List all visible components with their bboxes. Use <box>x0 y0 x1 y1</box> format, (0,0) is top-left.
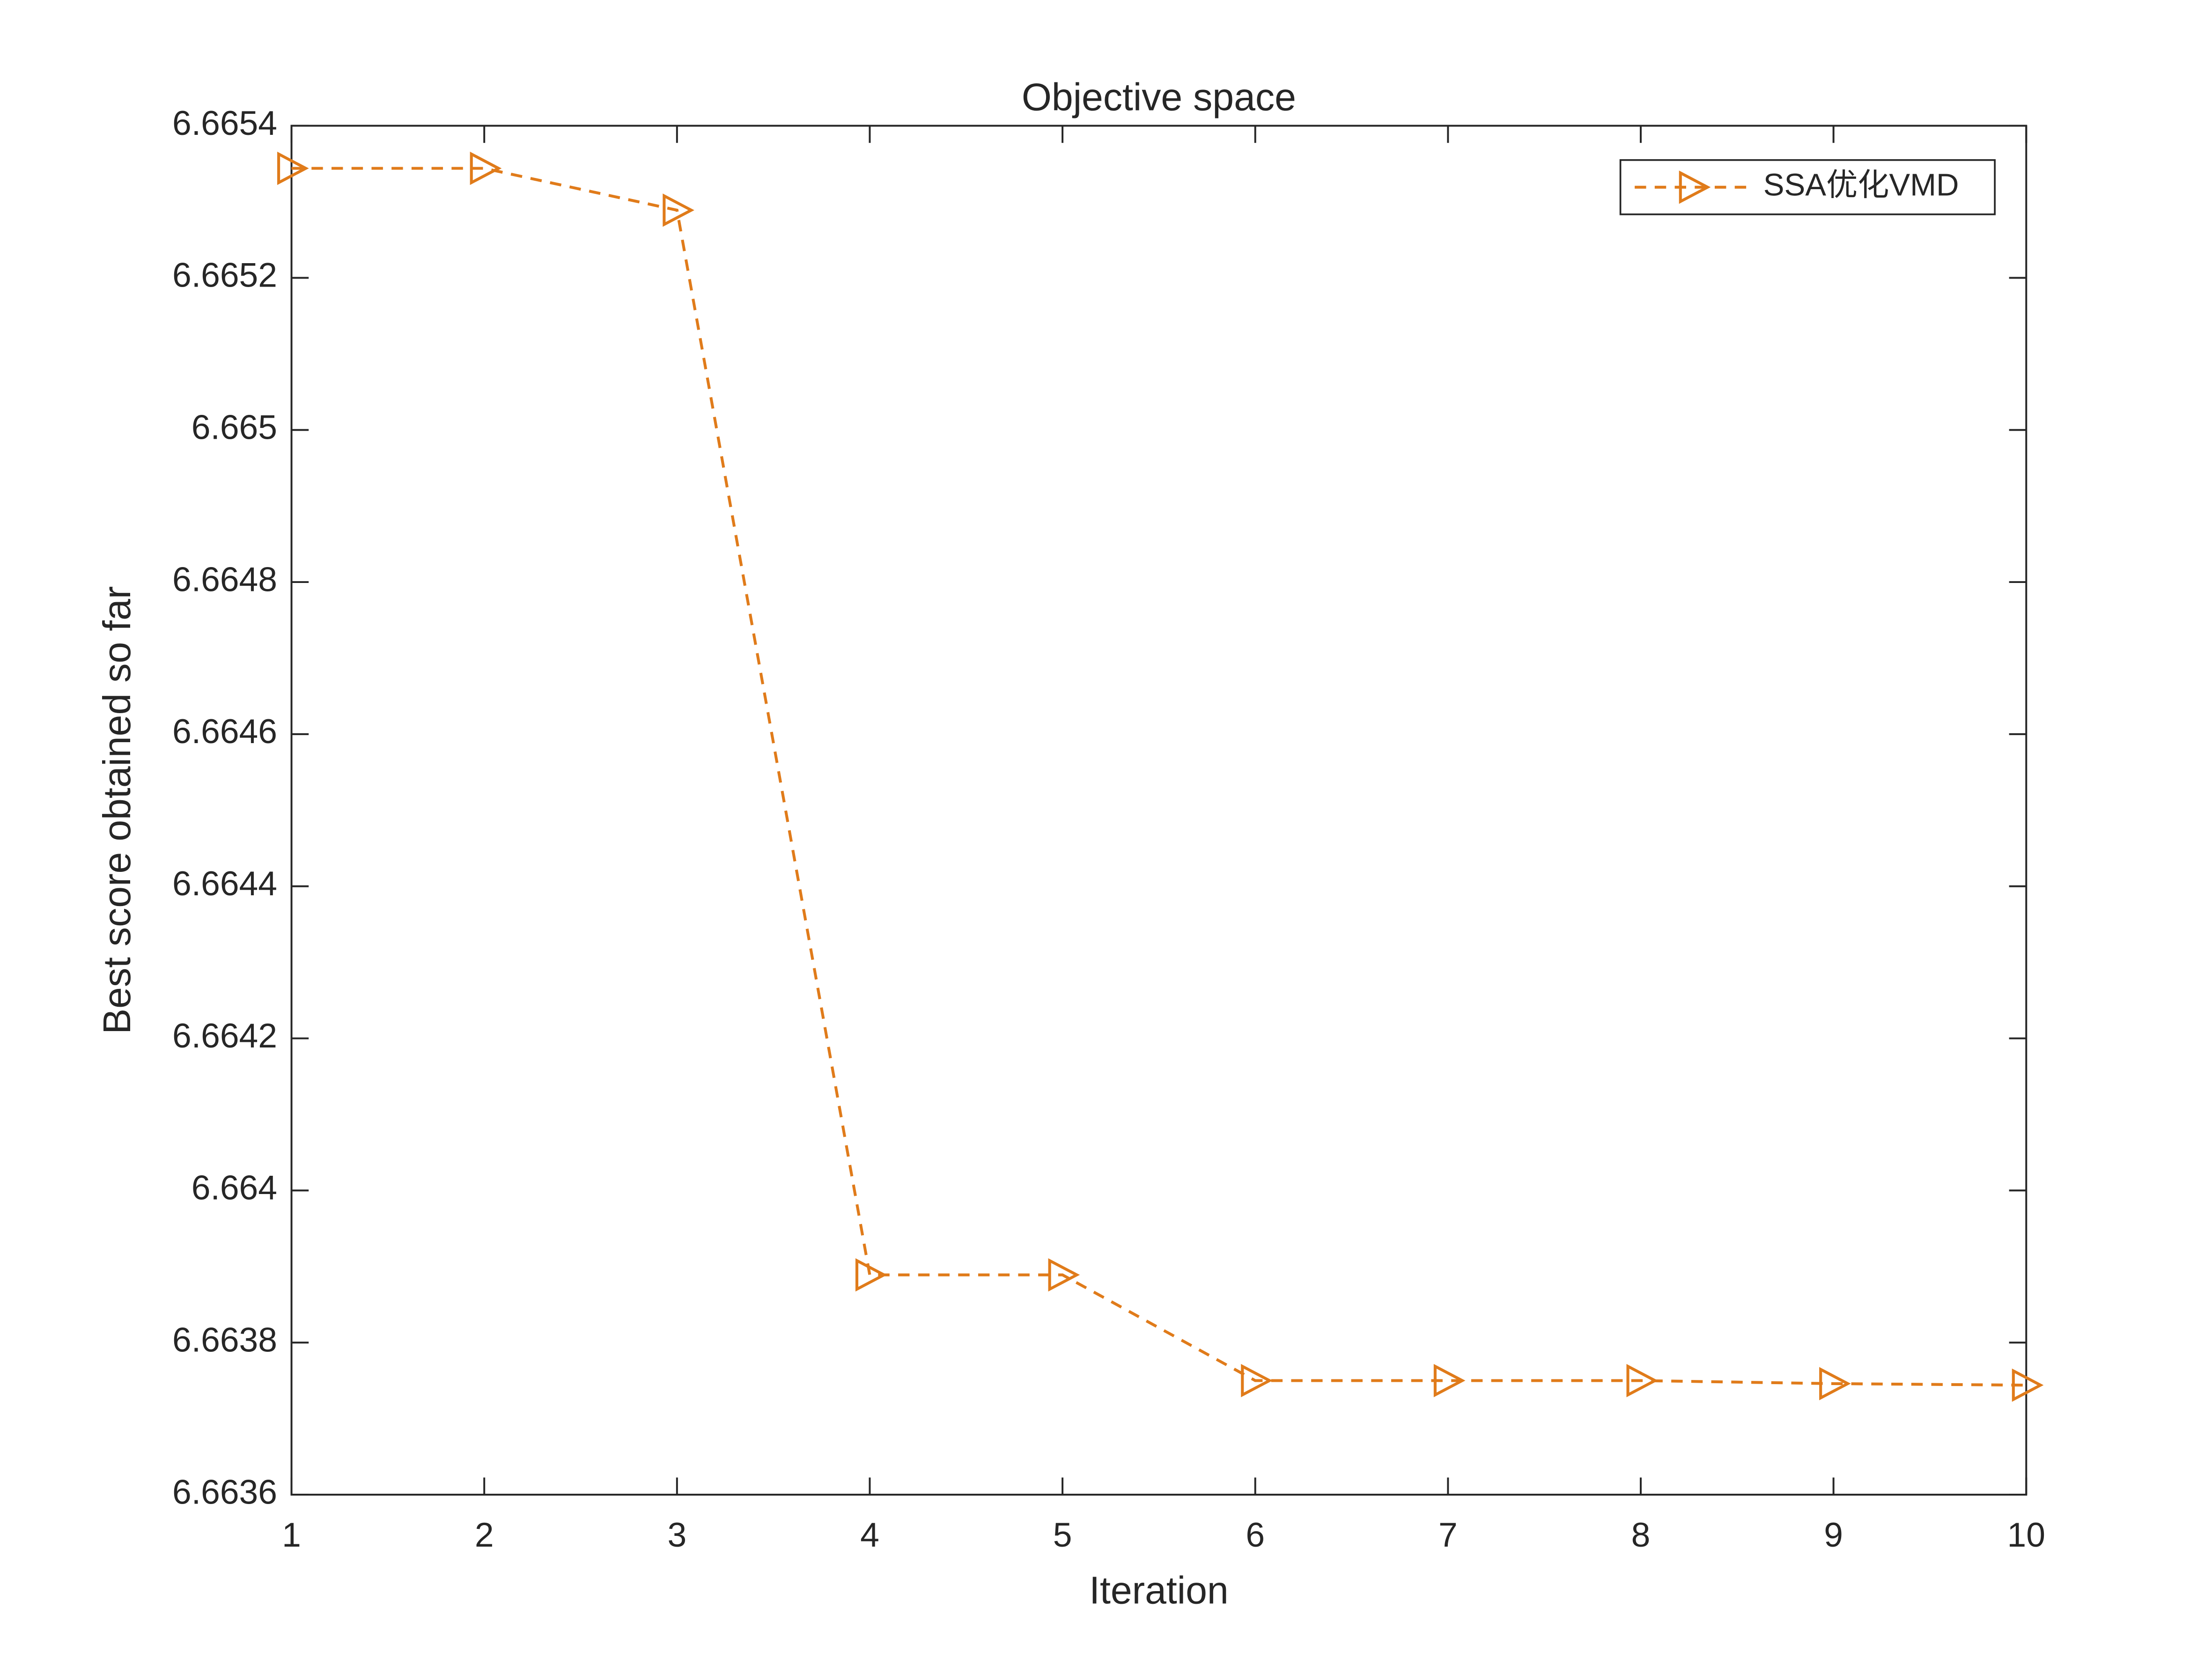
x-tick-label: 5 <box>1053 1516 1072 1554</box>
marker <box>855 1258 887 1292</box>
legend-marker <box>1679 170 1711 204</box>
marker <box>1048 1258 1080 1292</box>
y-tick-label: 6.6642 <box>172 1017 277 1055</box>
legend-label: SSA优化VMD <box>1763 168 1959 203</box>
y-tick-label: 6.664 <box>192 1169 277 1207</box>
y-tick-label: 6.6636 <box>172 1473 277 1511</box>
plot-frame <box>290 125 2028 1496</box>
y-axis-label: Best score obtained so far <box>96 586 139 1034</box>
x-tick-label: 7 <box>1438 1516 1458 1554</box>
x-tick-label: 3 <box>667 1516 686 1554</box>
marker <box>1433 1364 1466 1398</box>
marker <box>1626 1364 1659 1398</box>
chart-title: Objective space <box>1022 75 1296 118</box>
y-tick-label: 6.6644 <box>172 864 277 903</box>
legend: SSA优化VMD <box>1619 159 1996 215</box>
x-tick-label: 8 <box>1631 1516 1651 1554</box>
x-tick-label: 2 <box>475 1516 494 1554</box>
y-tick-label: 6.6638 <box>172 1321 277 1359</box>
x-tick-label: 10 <box>2007 1516 2045 1554</box>
x-tick-label: 1 <box>282 1516 301 1554</box>
y-tick-label: 6.665 <box>192 408 277 447</box>
x-axis-label: Iteration <box>1089 1569 1229 1612</box>
marker <box>1819 1367 1851 1401</box>
x-tick-label: 4 <box>860 1516 879 1554</box>
y-tick-label: 6.6648 <box>172 560 277 598</box>
x-tick-label: 9 <box>1824 1516 1843 1554</box>
marker <box>663 193 694 227</box>
y-tick-label: 6.6654 <box>172 104 277 142</box>
y-tick-label: 6.6652 <box>172 256 277 295</box>
series-line <box>291 167 2027 1387</box>
x-tick-label: 6 <box>1246 1516 1265 1554</box>
marker <box>470 151 502 185</box>
y-tick-label: 6.6646 <box>172 712 277 751</box>
marker <box>2012 1368 2044 1402</box>
marker <box>1241 1364 1273 1398</box>
marker <box>277 151 309 185</box>
